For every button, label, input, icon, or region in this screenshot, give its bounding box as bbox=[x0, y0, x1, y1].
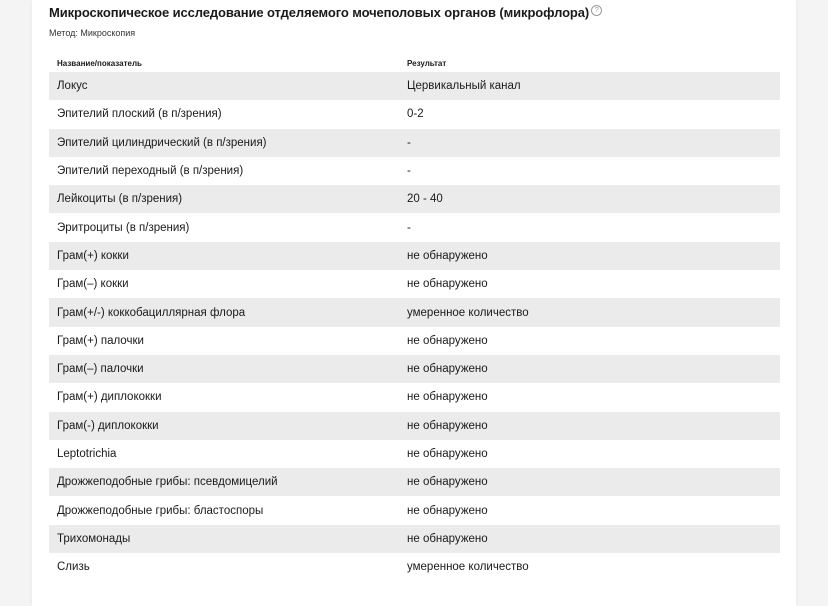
row-name: Слизь bbox=[57, 561, 90, 574]
row-result: не обнаружено bbox=[407, 476, 488, 489]
row-result: не обнаружено bbox=[407, 363, 488, 376]
method-label: Метод: Микроскопия bbox=[49, 28, 136, 38]
row-name: Дрожжеподобные грибы: бластоспоры bbox=[57, 504, 264, 517]
table-row: Грам(+) кокки не обнаружено bbox=[49, 241, 780, 271]
row-result: умеренное количество bbox=[407, 561, 529, 574]
header-name: Название/показатель bbox=[57, 59, 142, 68]
row-result: не обнаружено bbox=[407, 278, 488, 291]
help-icon[interactable]: ? bbox=[591, 5, 603, 16]
row-result: не обнаружено bbox=[407, 419, 488, 432]
table-body: Локус Цервикальный канал Эпителий плоский … bbox=[49, 72, 780, 581]
table-row: Leptotrichia не обнаружено bbox=[49, 440, 780, 468]
table-row: Грам(+) диплококки не обнаружено bbox=[49, 383, 780, 411]
table-row: Дрожжеподобные грибы: бластоспоры не обна… bbox=[49, 496, 780, 524]
row-result: не обнаружено bbox=[407, 532, 488, 545]
results-table: Название/показатель Результат Локус Церви… bbox=[49, 55, 780, 581]
table-row: Лейкоциты (в п/зрения) 20 - 40 bbox=[49, 185, 780, 214]
section-title: Микроскопическое исследование отделяемог… bbox=[49, 5, 603, 20]
row-name: Эритроциты (в п/зрения) bbox=[57, 221, 190, 234]
header-result: Результат bbox=[407, 59, 447, 68]
table-row: Эпителий цилиндрический (в п/зрения) - bbox=[49, 128, 780, 157]
table-header: Название/показатель Результат bbox=[49, 55, 780, 72]
row-name: Локус bbox=[57, 80, 88, 93]
table-row: Эпителий переходный (в п/зрения) - bbox=[49, 157, 780, 185]
row-result: 0-2 bbox=[407, 108, 424, 121]
row-result: - bbox=[407, 136, 411, 149]
row-result: Цервикальный канал bbox=[407, 80, 521, 93]
table-row: Грам(+) палочки не обнаружено bbox=[49, 327, 780, 355]
row-result: 20 - 40 bbox=[407, 193, 443, 206]
row-name: Дрожжеподобные грибы: псевдомицелий bbox=[57, 476, 278, 489]
row-name: Эпителий переходный (в п/зрения) bbox=[57, 165, 244, 178]
row-result: не обнаружено bbox=[407, 391, 488, 404]
row-name: Leptotrichia bbox=[57, 448, 117, 460]
row-result: умеренное количество bbox=[407, 306, 529, 319]
table-row: Грам(+/-) коккобациллярная флора умеренно… bbox=[49, 298, 780, 327]
row-result: не обнаружено bbox=[407, 504, 488, 517]
row-result: не обнаружено bbox=[407, 334, 488, 347]
row-name: Грам(+) диплококки bbox=[57, 391, 162, 404]
table-row: Грам(–) кокки не обнаружено bbox=[49, 270, 780, 298]
row-name: Эпителий плоский (в п/зрения) bbox=[57, 108, 222, 121]
table-row: Локус Цервикальный канал bbox=[49, 72, 780, 101]
row-name: Лейкоциты (в п/зрения) bbox=[57, 193, 183, 206]
table-row: Эритроциты (в п/зрения) - bbox=[49, 213, 780, 241]
row-name: Грам(–) кокки bbox=[57, 278, 129, 291]
row-result: - bbox=[407, 221, 411, 234]
row-name: Грам(+/-) коккобациллярная флора bbox=[57, 306, 246, 319]
row-name: Трихомонады bbox=[57, 532, 131, 545]
table-row: Эпителий плоский (в п/зрения) 0-2 bbox=[49, 100, 780, 128]
table-row: Трихомонады не обнаружено bbox=[49, 524, 780, 554]
row-result: - bbox=[407, 165, 411, 178]
row-name: Эпителий цилиндрический (в п/зрения) bbox=[57, 136, 267, 149]
row-name: Грам(+) палочки bbox=[57, 334, 144, 347]
row-name: Грам(-) диплококки bbox=[57, 419, 159, 432]
row-result: не обнаружено bbox=[407, 249, 488, 262]
table-row: Дрожжеподобные грибы: псевдомицелий не об… bbox=[49, 468, 780, 497]
result-card: Микроскопическое исследование отделяемог… bbox=[32, 0, 796, 606]
row-name: Грам(+) кокки bbox=[57, 249, 129, 262]
table-row: Слизь умеренное количество bbox=[49, 553, 780, 581]
row-result: не обнаружено bbox=[407, 448, 488, 460]
table-row: Грам(-) диплококки не обнаружено bbox=[49, 411, 780, 440]
row-name: Грам(–) палочки bbox=[57, 363, 144, 376]
table-row: Грам(–) палочки не обнаружено bbox=[49, 354, 780, 384]
